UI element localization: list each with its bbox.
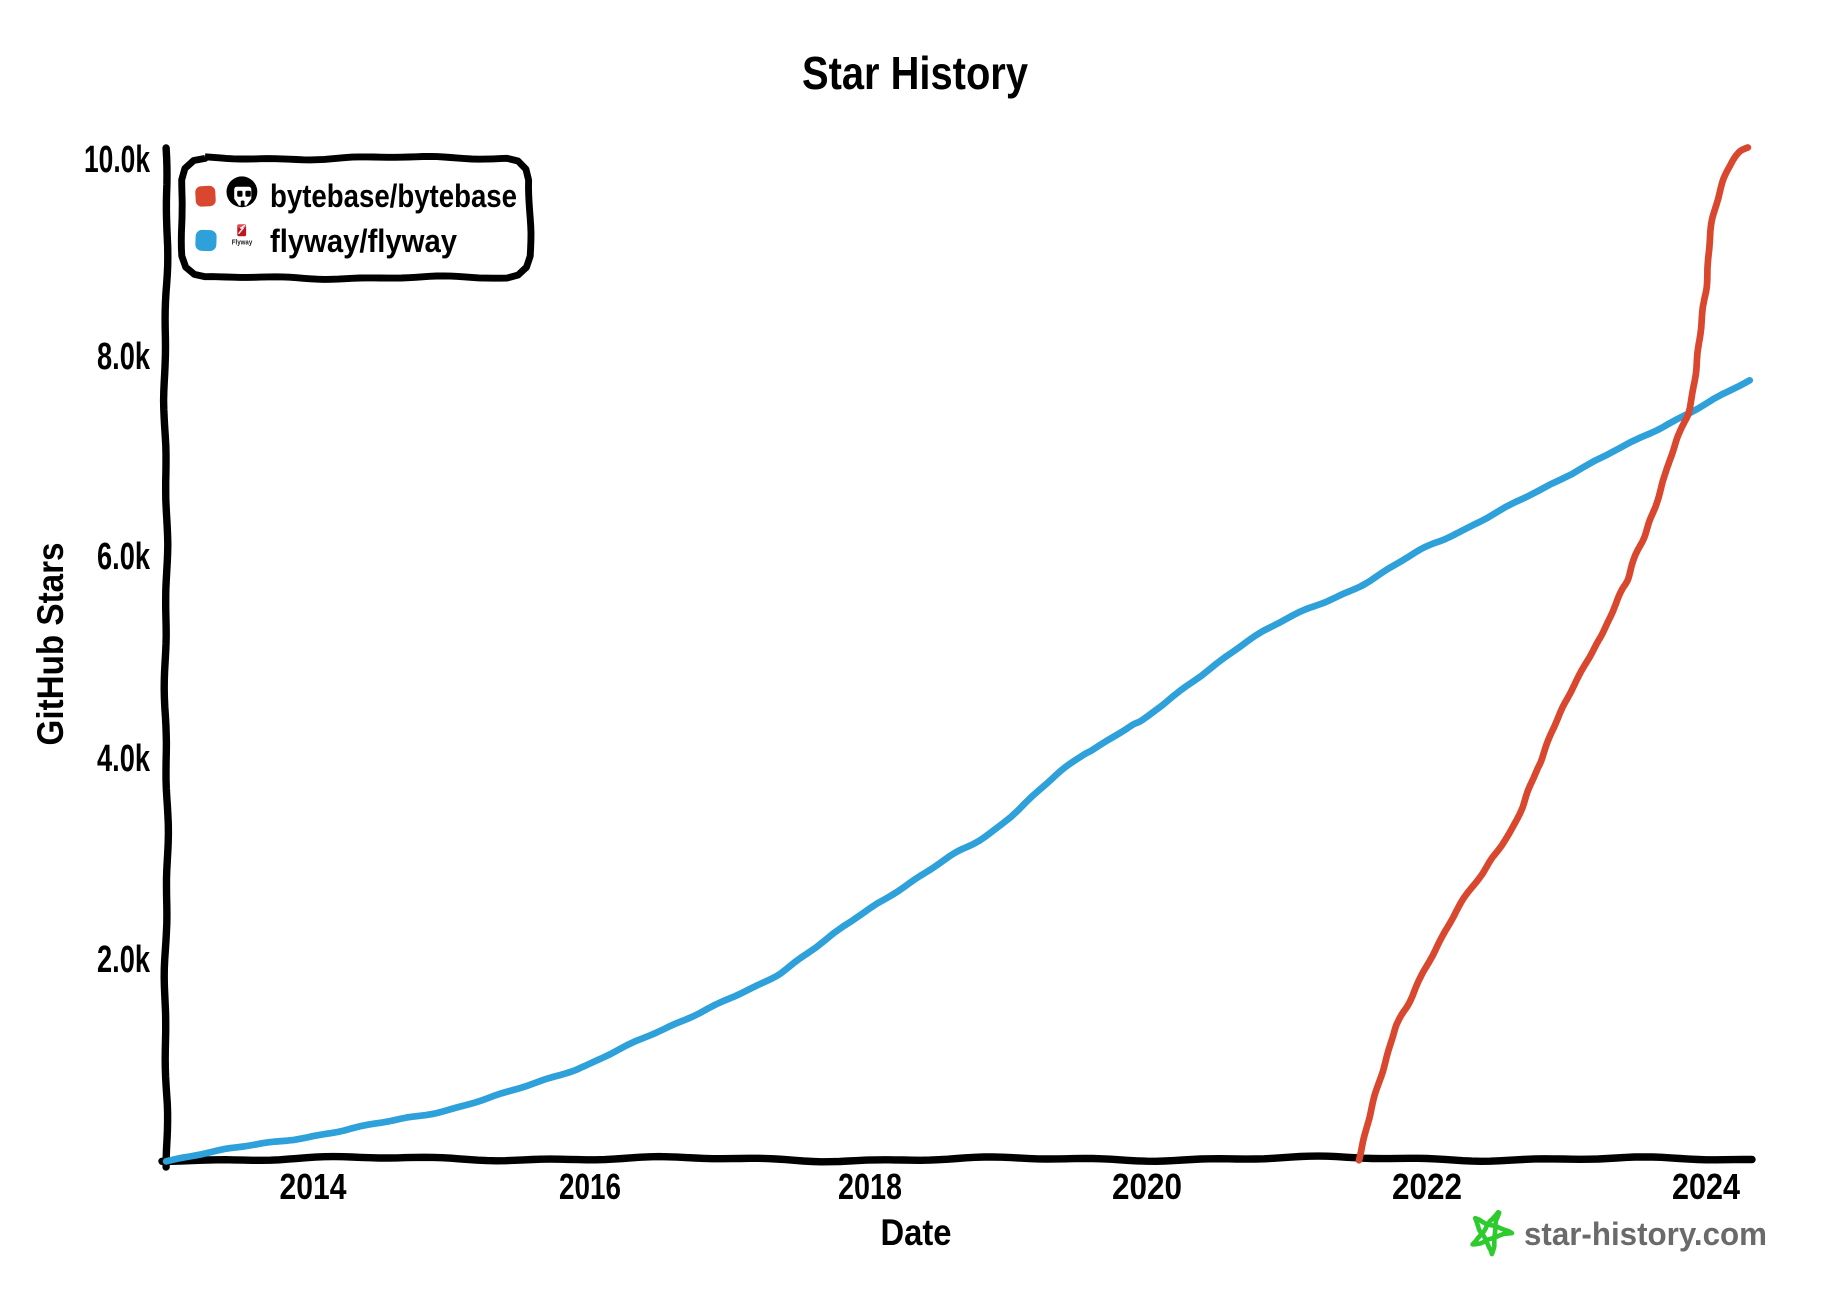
svg-text:2016: 2016 bbox=[559, 1166, 621, 1207]
svg-text:2018: 2018 bbox=[838, 1166, 902, 1207]
svg-text:2014: 2014 bbox=[280, 1166, 347, 1207]
svg-text:GitHub Stars: GitHub Stars bbox=[30, 543, 71, 746]
svg-text:Flyway: Flyway bbox=[232, 238, 253, 247]
svg-text:4.0k: 4.0k bbox=[97, 738, 151, 780]
svg-text:flyway/flyway: flyway/flyway bbox=[270, 223, 457, 259]
svg-text:2022: 2022 bbox=[1392, 1166, 1462, 1207]
svg-text:2020: 2020 bbox=[1112, 1166, 1182, 1207]
svg-text:8.0k: 8.0k bbox=[97, 336, 151, 378]
svg-text:2024: 2024 bbox=[1672, 1166, 1740, 1207]
svg-text:10.0k: 10.0k bbox=[84, 139, 151, 181]
svg-text:star-history.com: star-history.com bbox=[1524, 1216, 1767, 1252]
svg-text:Date: Date bbox=[881, 1212, 952, 1253]
svg-text:2.0k: 2.0k bbox=[97, 939, 151, 981]
svg-text:6.0k: 6.0k bbox=[97, 536, 151, 578]
svg-text:bytebase/bytebase: bytebase/bytebase bbox=[270, 178, 517, 214]
svg-text:Star History: Star History bbox=[802, 47, 1028, 99]
